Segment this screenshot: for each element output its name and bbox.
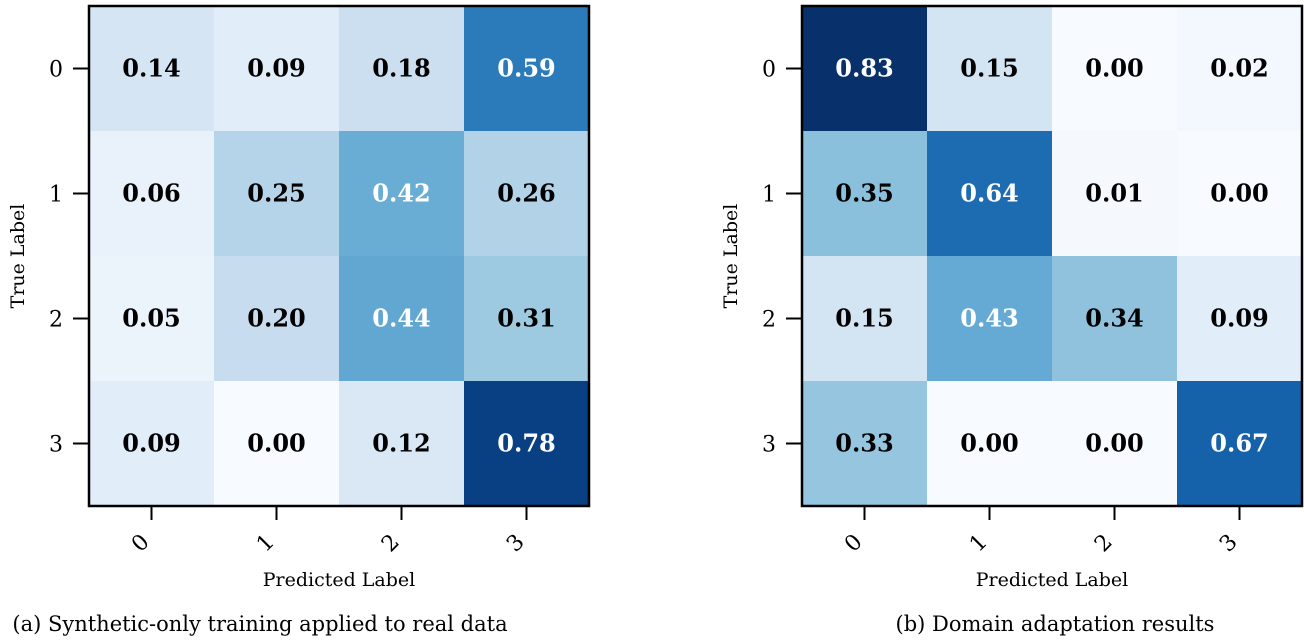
heatmap-cell	[89, 256, 214, 381]
heatmap-cell	[927, 6, 1052, 131]
cell-value-label: 0.14	[122, 54, 180, 83]
x-tick-label: 2	[377, 530, 405, 558]
cell-value-label: 0.00	[1210, 179, 1268, 208]
plot-frame	[800, 4, 1304, 508]
cell-value-label: 0.25	[247, 179, 305, 208]
heatmap-cell	[802, 131, 927, 256]
cell-value-label: 0.02	[1210, 54, 1268, 83]
cell-value-label: 0.31	[497, 304, 555, 333]
heatmap-cell	[214, 381, 339, 506]
heatmap-cell	[927, 381, 1052, 506]
cell-value-label: 0.43	[960, 304, 1018, 333]
cell-value-label: 0.00	[960, 429, 1018, 458]
x-tick-label: 1	[252, 530, 280, 558]
x-tick-label: 2	[1090, 530, 1118, 558]
x-axis-label: Predicted Label	[263, 569, 416, 591]
cell-value-label: 0.44	[372, 304, 430, 333]
cell-value-label: 0.67	[1210, 429, 1268, 458]
heatmap-cell	[339, 381, 464, 506]
y-axis-label: True Label	[720, 204, 742, 309]
heatmap-cell	[927, 131, 1052, 256]
cell-value-label: 0.59	[497, 54, 555, 83]
heatmap-cell	[214, 131, 339, 256]
heatmap-cell	[802, 256, 927, 381]
heatmap-cell	[1052, 381, 1177, 506]
cell-value-label: 0.83	[835, 54, 893, 83]
heatmap-cell	[1177, 131, 1302, 256]
cell-value-label: 0.33	[835, 429, 893, 458]
cell-value-label: 0.09	[122, 429, 180, 458]
y-tick-label: 0	[762, 58, 776, 83]
cell-value-label: 0.09	[1210, 304, 1268, 333]
heatmap-cell	[214, 6, 339, 131]
cell-value-label: 0.00	[1085, 429, 1143, 458]
plot-frame	[87, 4, 591, 508]
cell-value-label: 0.00	[1085, 54, 1143, 83]
y-tick-label: 3	[49, 433, 63, 458]
y-tick-label: 1	[762, 183, 776, 208]
x-axis-label: Predicted Label	[976, 569, 1129, 591]
heatmap-cell	[464, 256, 589, 381]
cell-value-label: 0.15	[835, 304, 893, 333]
heatmap-cell	[927, 256, 1052, 381]
cell-value-label: 0.05	[122, 304, 180, 333]
heatmap-cell	[1052, 6, 1177, 131]
heatmap-cell	[89, 131, 214, 256]
cell-value-label: 0.42	[372, 179, 430, 208]
cell-value-label: 0.35	[835, 179, 893, 208]
heatmap-cell	[89, 381, 214, 506]
heatmap-cell	[802, 6, 927, 131]
heatmap-cell	[464, 381, 589, 506]
cell-value-label: 0.12	[372, 429, 430, 458]
cell-value-label: 0.64	[960, 179, 1018, 208]
heatmap-cell	[1052, 131, 1177, 256]
cell-value-label: 0.34	[1085, 304, 1143, 333]
y-tick-label: 2	[762, 308, 776, 333]
y-axis-label: True Label	[7, 204, 29, 309]
heatmap-cell	[1052, 256, 1177, 381]
confusion-matrix-a: 0.14 0.09 0.18 0.59 0.06 0.25 0.42 0.26 0.05 0.20…	[7, 4, 591, 636]
heatmap-cell	[89, 6, 214, 131]
cell-value-label: 0.00	[247, 429, 305, 458]
x-tick-label: 3	[502, 530, 530, 558]
confusion-matrix-b: 0.83 0.15 0.00 0.02 0.35 0.64 0.01 0.00 0.15 0.43…	[720, 4, 1304, 636]
heatmap-cell	[1177, 6, 1302, 131]
subfigure-caption: (a) Synthetic-only training applied to r…	[12, 612, 507, 636]
cell-value-label: 0.15	[960, 54, 1018, 83]
cell-value-label: 0.20	[247, 304, 305, 333]
y-tick-label: 3	[762, 433, 776, 458]
cell-value-label: 0.06	[122, 179, 180, 208]
subfigure-caption: (b) Domain adaptation results	[896, 612, 1215, 636]
cell-value-label: 0.01	[1085, 179, 1143, 208]
x-tick-label: 0	[127, 530, 155, 558]
heatmap-cell	[214, 256, 339, 381]
heatmap-cell	[802, 381, 927, 506]
y-tick-label: 2	[49, 308, 63, 333]
x-tick-label: 3	[1215, 530, 1243, 558]
heatmap-cell	[339, 131, 464, 256]
cell-value-label: 0.78	[497, 429, 555, 458]
cell-value-label: 0.26	[497, 179, 555, 208]
heatmap-cell	[339, 6, 464, 131]
heatmap-cell	[339, 256, 464, 381]
y-tick-label: 0	[49, 58, 63, 83]
heatmap-cell	[1177, 256, 1302, 381]
x-tick-label: 0	[840, 530, 868, 558]
x-tick-label: 1	[965, 530, 993, 558]
y-tick-label: 1	[49, 183, 63, 208]
heatmap-cell	[464, 6, 589, 131]
heatmap-cell	[1177, 381, 1302, 506]
cell-value-label: 0.09	[247, 54, 305, 83]
heatmap-cell	[464, 131, 589, 256]
cell-value-label: 0.18	[372, 54, 430, 83]
